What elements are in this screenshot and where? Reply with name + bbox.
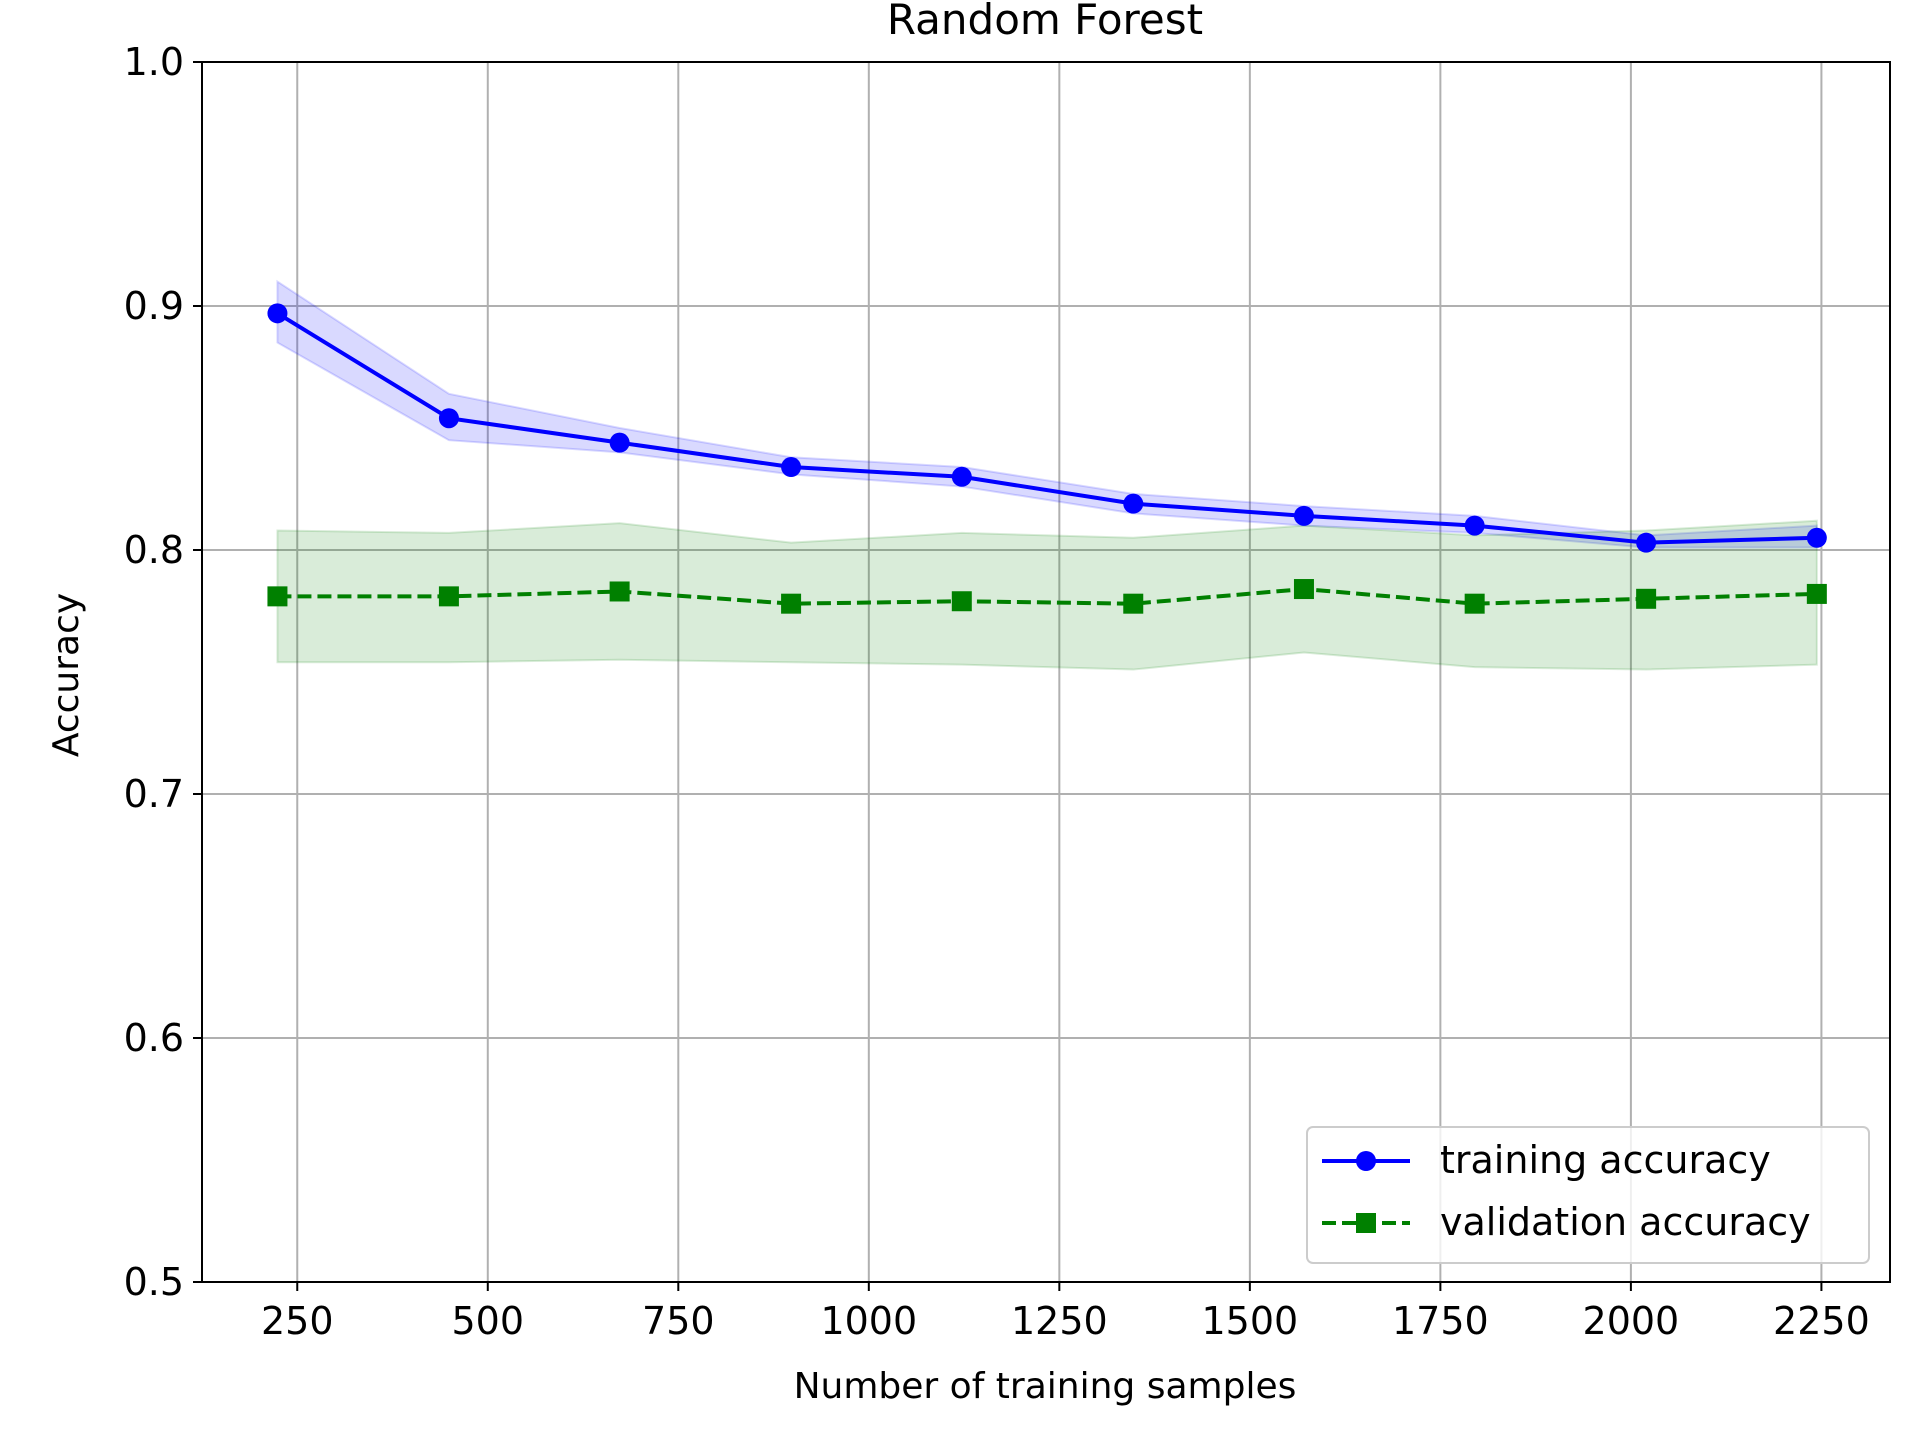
training-point xyxy=(951,466,972,487)
training-point xyxy=(1636,532,1657,553)
chart-title: Random Forest xyxy=(887,0,1203,44)
validation-line xyxy=(277,587,1817,606)
y-tick-label: 0.6 xyxy=(124,1016,184,1060)
validation-point xyxy=(438,586,459,607)
series-lines xyxy=(276,311,1817,606)
y-tick-label: 0.9 xyxy=(124,284,184,328)
x-tick-label: 1750 xyxy=(1392,1299,1489,1343)
validation-point xyxy=(1464,593,1485,614)
training-line xyxy=(276,311,1817,545)
training-point xyxy=(781,457,802,478)
x-tick-label: 750 xyxy=(642,1299,715,1343)
axis-ticks: 250 500 750 1000 1250 1500 1750 2000 2250 0.5 0.6 0… xyxy=(124,40,1870,1343)
legend: training accuracy validation accuracy xyxy=(1306,1126,1870,1264)
x-tick-label: 1250 xyxy=(1011,1299,1108,1343)
validation-point xyxy=(609,581,630,602)
legend-box xyxy=(1306,1126,1870,1264)
x-tick-label: 1000 xyxy=(820,1299,917,1343)
y-tick-label: 0.7 xyxy=(124,772,184,816)
y-tick-label: 0.5 xyxy=(124,1260,184,1304)
validation-point xyxy=(781,593,802,614)
validation-point xyxy=(1806,583,1827,604)
plot-frame xyxy=(201,61,1891,1283)
x-axis-label: Number of training samples xyxy=(794,1366,1297,1407)
x-tick-label: 500 xyxy=(452,1299,525,1343)
training-point xyxy=(1123,493,1144,514)
validation-confidence-band xyxy=(276,519,1818,671)
legend-label-validation: validation accuracy xyxy=(1440,1200,1811,1244)
legend-marker-validation xyxy=(1356,1213,1376,1233)
validation-point xyxy=(1293,579,1314,600)
training-point xyxy=(609,432,630,453)
y-tick-label: 0.8 xyxy=(124,528,184,572)
legend-marker-training xyxy=(1356,1151,1376,1171)
training-point xyxy=(1806,527,1827,548)
validation-point xyxy=(1636,588,1657,609)
y-axis-label: Accuracy xyxy=(46,593,87,757)
training-point xyxy=(267,303,288,324)
x-tick-label: 2250 xyxy=(1773,1299,1870,1343)
validation-point xyxy=(951,591,972,612)
validation-point xyxy=(1123,593,1144,614)
validation-point xyxy=(267,586,288,607)
training-point xyxy=(438,408,459,429)
confidence-bands xyxy=(276,279,1818,671)
x-tick-label: 1500 xyxy=(1201,1299,1298,1343)
training-point xyxy=(1293,505,1314,526)
y-tick-label: 1.0 xyxy=(124,40,184,84)
training-point xyxy=(1464,515,1485,536)
x-tick-label: 250 xyxy=(261,1299,334,1343)
legend-label-training: training accuracy xyxy=(1440,1138,1771,1182)
x-tick-label: 2000 xyxy=(1583,1299,1680,1343)
series-markers xyxy=(267,303,1827,614)
